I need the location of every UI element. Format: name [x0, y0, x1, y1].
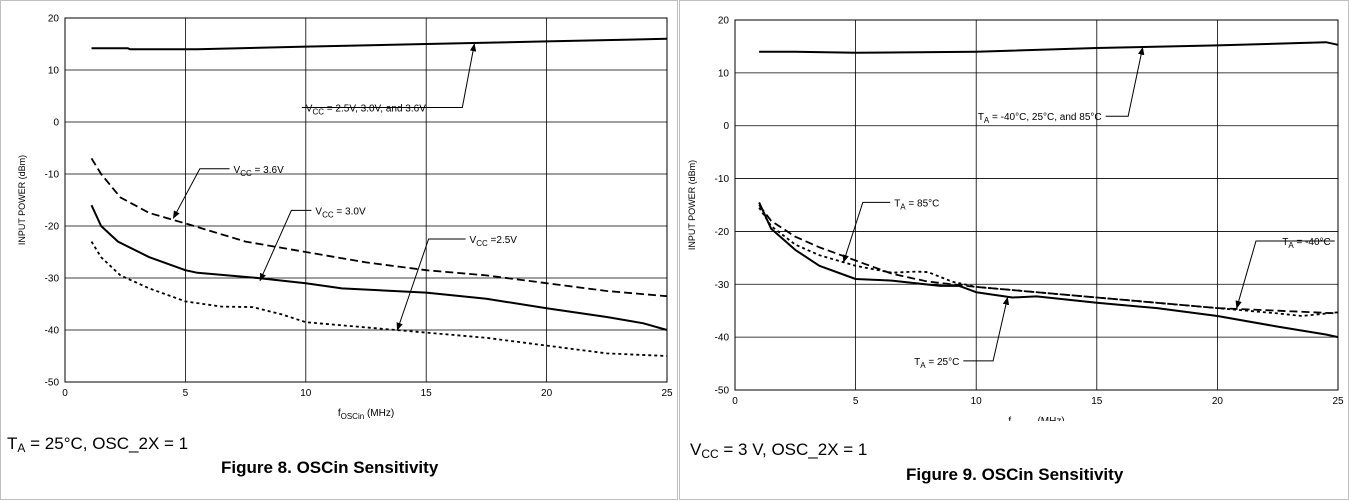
- x-tick-label: 0: [62, 388, 68, 399]
- x-tick-label: 20: [1212, 396, 1224, 407]
- annotation-label-main: V: [315, 206, 322, 217]
- series-line-dashed: [90, 157, 668, 298]
- annotation-arrow: [396, 238, 466, 331]
- x-tick-label: 25: [661, 388, 673, 399]
- x-axis-label: fOSCin (MHz): [1008, 416, 1064, 421]
- x-tick-label: 10: [300, 388, 312, 399]
- x-tick-label: 25: [1332, 396, 1344, 407]
- annotation-label-sub: A: [920, 361, 926, 370]
- annotation-label-sub: CC: [240, 169, 252, 178]
- x-axis-label-sub: OSCin: [1011, 420, 1035, 421]
- annotation-label-main: V: [234, 165, 241, 176]
- x-tick-label: 5: [183, 388, 189, 399]
- annotation-label-sub: A: [984, 116, 990, 125]
- x-axis-label-unit: (MHz): [364, 408, 394, 419]
- annotation-arrow: [842, 201, 891, 263]
- x-axis-label-main: f: [338, 408, 341, 419]
- y-axis-label: INPUT POWER (dBm): [17, 155, 27, 245]
- figure-9-caption: Figure 9. OSCin Sensitivity: [906, 465, 1124, 484]
- series-line-solid: [759, 41, 1339, 54]
- y-tick-label: 10: [48, 66, 60, 77]
- y-tick-label: -30: [45, 274, 60, 285]
- x-axis-label-unit: (MHz): [1035, 416, 1065, 421]
- annotation-label-rest: = 2.5V, 3.0V, and 3.6V: [324, 103, 426, 114]
- annotation-label-sub: A: [900, 202, 906, 211]
- annotation-label-rest: = 3.6V: [252, 165, 284, 176]
- annotation-label-rest: = 25°C: [926, 357, 960, 368]
- plot-frame: [64, 17, 668, 383]
- annotation-label-sub: CC: [322, 210, 334, 219]
- annotation-label-sub: CC: [476, 239, 488, 248]
- series-line-dotted: [90, 241, 668, 357]
- annotation-label: VCC =2.5V: [470, 235, 518, 248]
- annotation-label: VCC = 3.0V: [315, 206, 366, 219]
- annotation-label-sub: CC: [312, 107, 324, 116]
- annotation-label: TA = 25°C: [914, 357, 959, 370]
- plot-frame: [734, 19, 1339, 391]
- x-axis-label: fOSCin (MHz): [338, 408, 394, 421]
- series-line-dotted: [758, 207, 1339, 317]
- series-line-solid: [758, 201, 1339, 339]
- x-tick-label: 15: [421, 388, 433, 399]
- figure-9-panel: 0 5 10 15 20 25 -50 -40 -30 -20 -10 0 10 20 fOSCin (MH…: [679, 0, 1349, 500]
- annotation-label-main: V: [470, 235, 477, 246]
- annotation-label-main: T: [978, 112, 984, 123]
- y-tick-label: -20: [45, 222, 60, 233]
- x-tick-label: 20: [541, 388, 553, 399]
- figure-9-conditions: VCC = 3 V, OSC_2X = 1: [690, 440, 868, 461]
- annotation-label-main: T: [1282, 237, 1288, 248]
- y-tick-label: -10: [45, 170, 60, 181]
- y-tick-label: 20: [48, 14, 60, 25]
- annotation-label-rest: = -40°C: [1294, 237, 1331, 248]
- y-tick-label: 0: [53, 118, 59, 129]
- annotation-label: VCC = 3.6V: [234, 165, 285, 178]
- figure-8-panel: 0 5 10 15 20 25 -50 -40 -30 -20 -10 0 10 20 fOSCin (MH…: [0, 0, 678, 500]
- annotation-label-main: V: [306, 103, 313, 114]
- annotation-label: TA = 85°C: [894, 198, 939, 211]
- figure-8-caption: Figure 8. OSCin Sensitivity: [221, 458, 439, 477]
- annotation-label-sub: A: [1288, 241, 1294, 250]
- y-tick-label: -40: [45, 326, 60, 337]
- y-tick-label: -10: [715, 174, 730, 185]
- x-axis-label-main: f: [1008, 416, 1011, 421]
- x-axis-label-sub: OSCin: [341, 412, 365, 421]
- y-tick-label: -20: [715, 227, 730, 238]
- figure-8-conditions: TA = 25°C, OSC_2X = 1: [7, 434, 189, 455]
- x-tick-label: 15: [1091, 396, 1103, 407]
- x-tick-label: 0: [732, 396, 738, 407]
- annotation-label-main: T: [914, 357, 920, 368]
- y-tick-label: -50: [715, 386, 730, 397]
- series-line-solid: [90, 204, 668, 331]
- annotation-arrow: [172, 168, 230, 219]
- y-axis-label: INPUT POWER (dBm): [687, 160, 697, 250]
- annotation-label-main: T: [894, 198, 900, 209]
- annotation-label-rest: = -40°C, 25°C, and 85°C: [989, 112, 1101, 123]
- annotation-label: TA = -40°C: [1282, 237, 1331, 250]
- annotation-arrow: [1235, 240, 1335, 309]
- y-tick-label: 0: [723, 121, 729, 132]
- y-tick-label: -50: [45, 378, 60, 389]
- annotation-label: TA = -40°C, 25°C, and 85°C: [978, 112, 1102, 125]
- annotation-label-rest: = 85°C: [906, 198, 940, 209]
- x-tick-label: 5: [853, 396, 859, 407]
- annotation-arrow: [301, 43, 477, 108]
- x-tick-label: 10: [971, 396, 983, 407]
- y-tick-label: 20: [718, 16, 730, 27]
- y-tick-label: -30: [715, 280, 730, 291]
- series-line-solid: [91, 37, 668, 51]
- annotation-arrow: [1105, 46, 1145, 117]
- annotation-arrow: [963, 296, 1010, 362]
- figure-9-chart: 0 5 10 15 20 25 -50 -40 -30 -20 -10 0 10 20 fOSCin (MH…: [687, 16, 1344, 422]
- annotation-arrow: [259, 209, 312, 282]
- annotation-label-rest: = 3.0V: [334, 206, 366, 217]
- annotation-label: VCC = 2.5V, 3.0V, and 3.6V: [306, 103, 426, 116]
- figure-8-chart: 0 5 10 15 20 25 -50 -40 -30 -20 -10 0 10 20 fOSCin (MH…: [17, 14, 673, 422]
- annotation-label-rest: =2.5V: [488, 235, 518, 246]
- y-tick-label: -40: [715, 333, 730, 344]
- y-tick-label: 10: [718, 68, 730, 79]
